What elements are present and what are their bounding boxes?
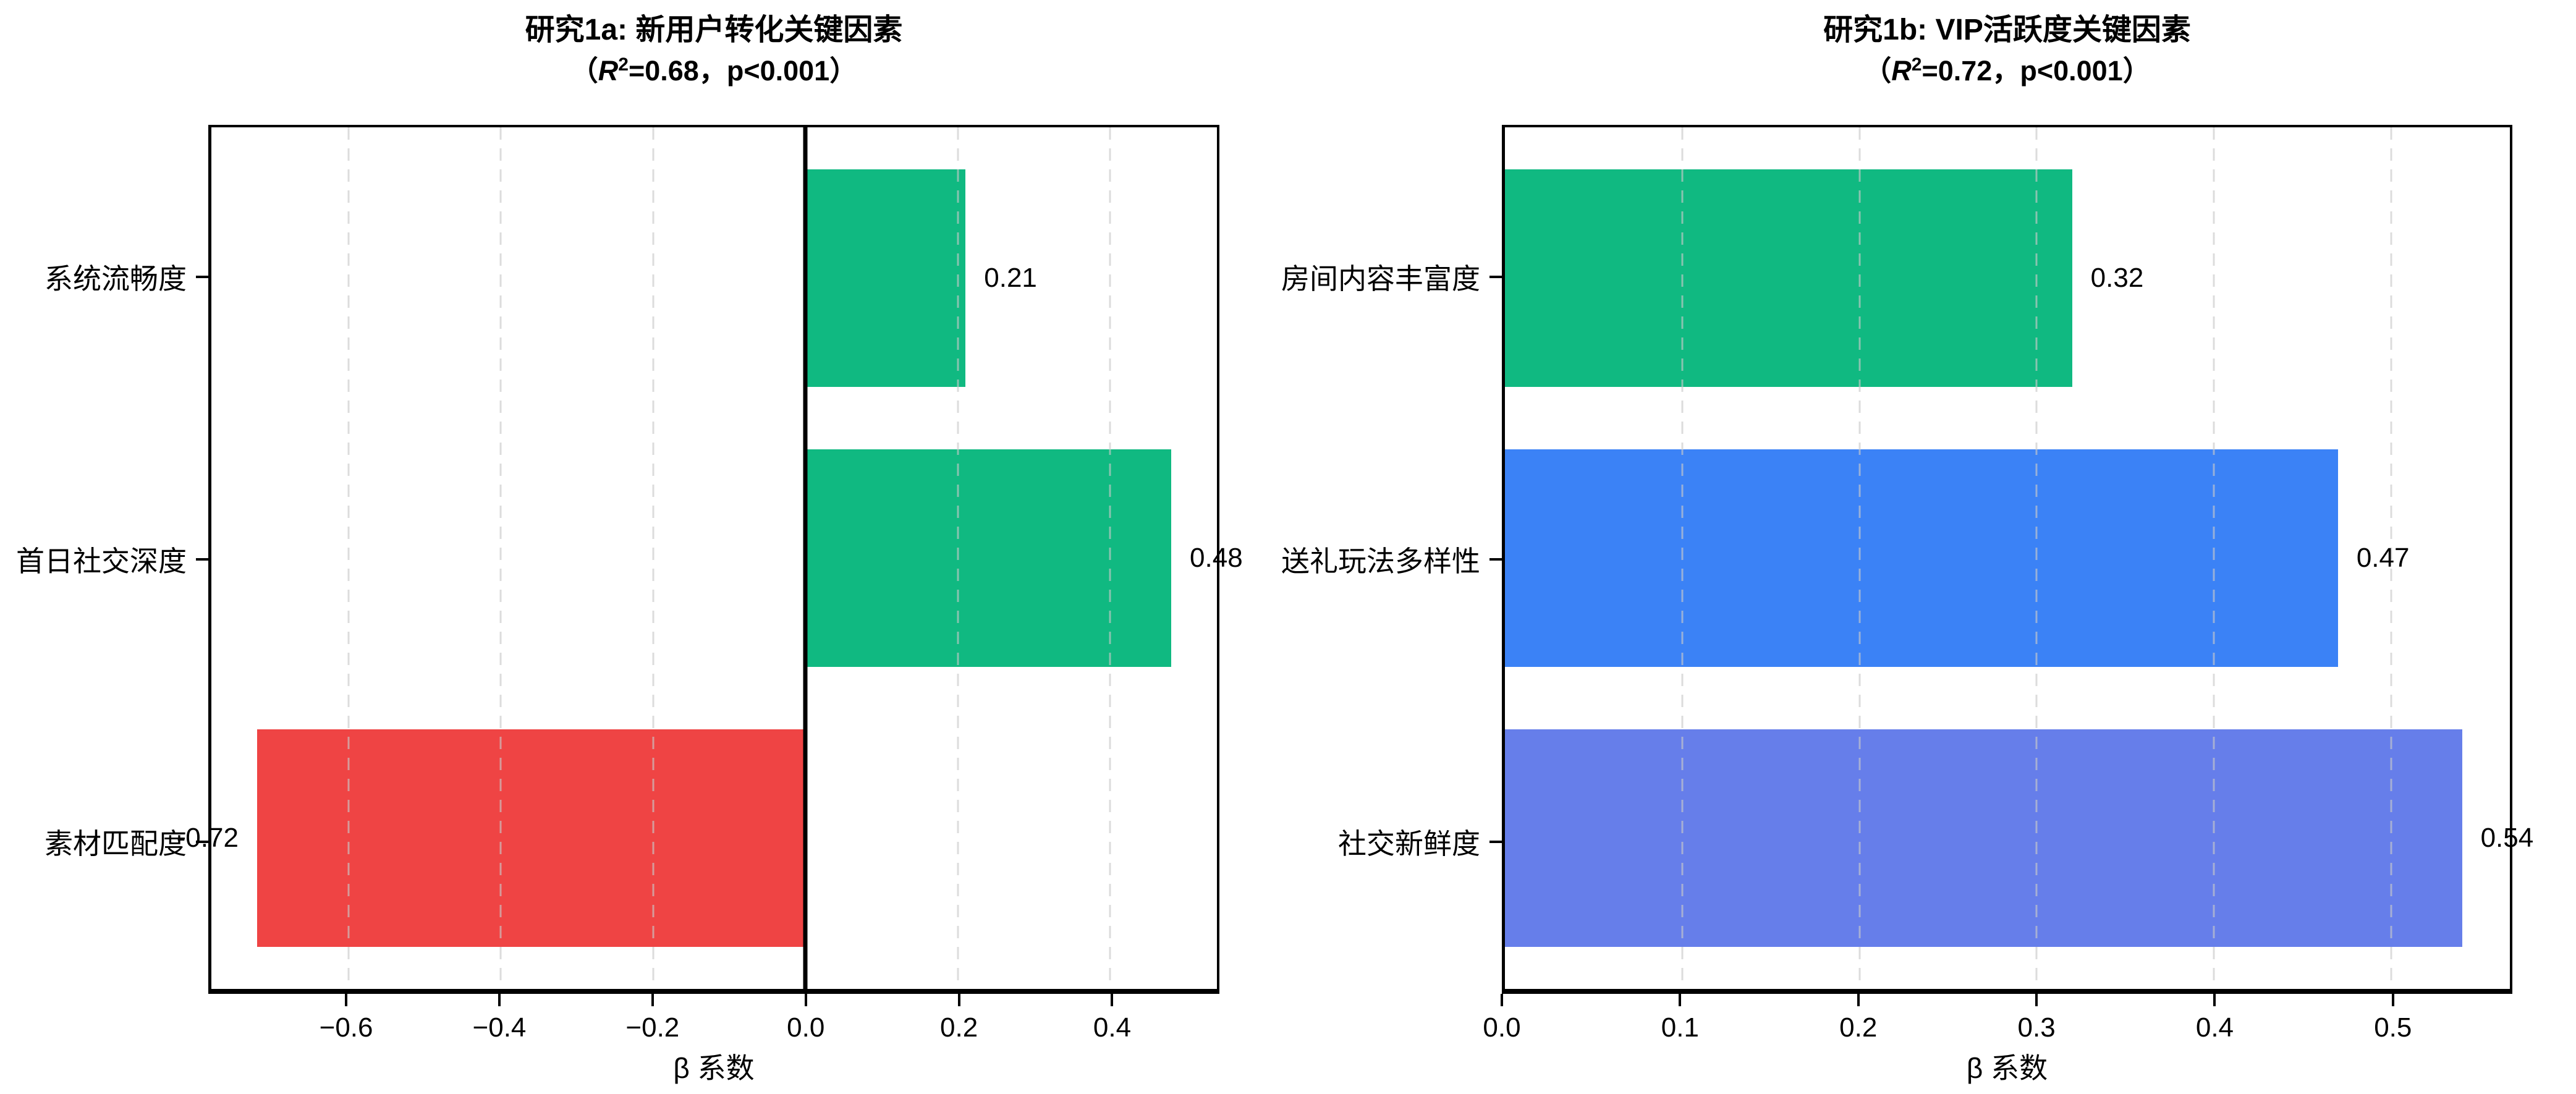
bar-素材匹配度 <box>256 729 806 948</box>
plot-area-1a: 0.21 0.48 -0.72 <box>177 125 1243 994</box>
y-tick-label-首日社交深度: 首日社交深度 <box>16 545 187 577</box>
bar-首日社交深度 <box>805 449 1172 668</box>
x-tick-label-0.0: 0.0 <box>1483 1012 1521 1043</box>
x-axis-label-1b: β 系数 <box>1966 1052 2048 1084</box>
gridline-x-0.4 <box>2213 127 2215 989</box>
subtitle-r-exponent: 2 <box>1911 54 1922 75</box>
y-tick-label-房间内容丰富度: 房间内容丰富度 <box>1281 263 1480 295</box>
y-tick-label-系统流畅度: 系统流畅度 <box>44 263 187 295</box>
bar-value-label: 0.47 <box>2356 543 2410 573</box>
x-tick-label-0.0: 0.0 <box>787 1012 825 1043</box>
x-tick-mark <box>804 994 807 1006</box>
y-tick-mark <box>1489 840 1502 843</box>
y-tick-mark <box>196 840 208 843</box>
x-tick-label-0.3: 0.3 <box>2017 1012 2056 1043</box>
gridline-x-0.1 <box>1681 127 1684 989</box>
bar-value-label: 0.48 <box>1190 543 1243 573</box>
chart-1b-title: 研究1b: VIP活跃度关键因素 <box>1823 14 2191 46</box>
bar-value-label: -0.72 <box>176 823 239 854</box>
gridline-x-0.2 <box>957 127 959 989</box>
chart-1b-title-block: 研究1b: VIP活跃度关键因素 （R2=0.72，p<0.001） <box>1502 10 2512 91</box>
x-tick-mark <box>2213 994 2216 1006</box>
subtitle-stats-text: =0.68，p<0.001） <box>628 55 858 87</box>
y-tick-label-送礼玩法多样性: 送礼玩法多样性 <box>1281 545 1480 577</box>
x-tick-label-0.2: 0.2 <box>1839 1012 1878 1043</box>
x-tick-label-0.4: 0.4 <box>2195 1012 2234 1043</box>
chart-study-1b: 研究1b: VIP活跃度关键因素 （R2=0.72，p<0.001） 0.32 0… <box>1281 0 2576 1094</box>
y-tick-label-素材匹配度: 素材匹配度 <box>44 827 187 860</box>
chart-1a-title-block: 研究1a: 新用户转化关键因素 （R2=0.68，p<0.001） <box>208 10 1219 91</box>
y-tick-mark <box>1489 558 1502 561</box>
zero-reference-line <box>803 127 808 989</box>
gridline-x-0.2 <box>1858 127 1861 989</box>
x-tick-mark <box>498 994 501 1006</box>
x-tick-mark <box>651 994 654 1006</box>
x-tick-label-0.5: 0.5 <box>2374 1012 2412 1043</box>
chart-1a-subtitle: （R2=0.68，p<0.001） <box>208 51 1219 91</box>
x-tick-label-0.1: 0.1 <box>1661 1012 1699 1043</box>
bar-value-label: 0.21 <box>984 262 1037 293</box>
bar-送礼玩法多样性 <box>1505 449 2338 668</box>
x-tick-mark <box>1501 994 1503 1006</box>
subtitle-stats-text: =0.72，p<0.001） <box>1921 55 2151 87</box>
bar-社交新鲜度 <box>1505 729 2462 948</box>
x-tick-mark <box>1857 994 1860 1006</box>
subtitle-r-exponent: 2 <box>618 54 629 75</box>
x-axis-label-1a: β 系数 <box>673 1052 755 1084</box>
gridline-x-−0.6 <box>347 127 350 989</box>
gridline-x-−0.4 <box>499 127 502 989</box>
x-tick-mark <box>1679 994 1682 1006</box>
x-tick-mark <box>345 994 348 1006</box>
plot-area-1b: 0.32 0.47 0.54 <box>1502 125 2533 994</box>
bar-value-label: 0.32 <box>2090 262 2144 293</box>
gridline-x-0.3 <box>2035 127 2038 989</box>
x-tick-label-0.2: 0.2 <box>940 1012 978 1043</box>
chart-1b-subtitle: （R2=0.72，p<0.001） <box>1502 51 2512 91</box>
gridline-x-0.4 <box>1109 127 1111 989</box>
x-tick-label-−0.4: −0.4 <box>472 1012 527 1043</box>
bar-value-label: 0.54 <box>2480 823 2534 854</box>
gridline-x-−0.2 <box>652 127 655 989</box>
bar-系统流畅度 <box>805 169 966 388</box>
subtitle-r-symbol: R <box>598 55 619 87</box>
y-tick-mark <box>196 276 208 279</box>
bar-房间内容丰富度 <box>1505 169 2072 388</box>
subtitle-open-paren: （ <box>570 55 598 87</box>
x-tick-mark <box>957 994 960 1006</box>
x-tick-label-0.4: 0.4 <box>1093 1012 1132 1043</box>
gridline-x-0.5 <box>2390 127 2392 989</box>
y-tick-mark <box>1489 276 1502 279</box>
x-tick-mark <box>1111 994 1114 1006</box>
chart-1a-title: 研究1a: 新用户转化关键因素 <box>525 14 903 46</box>
x-tick-label-−0.6: −0.6 <box>319 1012 373 1043</box>
y-tick-label-社交新鲜度: 社交新鲜度 <box>1338 827 1480 860</box>
x-tick-label-−0.2: −0.2 <box>625 1012 680 1043</box>
y-tick-mark <box>196 558 208 561</box>
x-tick-mark <box>2391 994 2394 1006</box>
x-tick-mark <box>2035 994 2038 1006</box>
subtitle-r-symbol: R <box>1891 55 1912 87</box>
chart-study-1a: 研究1a: 新用户转化关键因素 （R2=0.68，p<0.001） 0.21 0.… <box>16 10 1243 1084</box>
subtitle-open-paren: （ <box>1863 55 1892 87</box>
